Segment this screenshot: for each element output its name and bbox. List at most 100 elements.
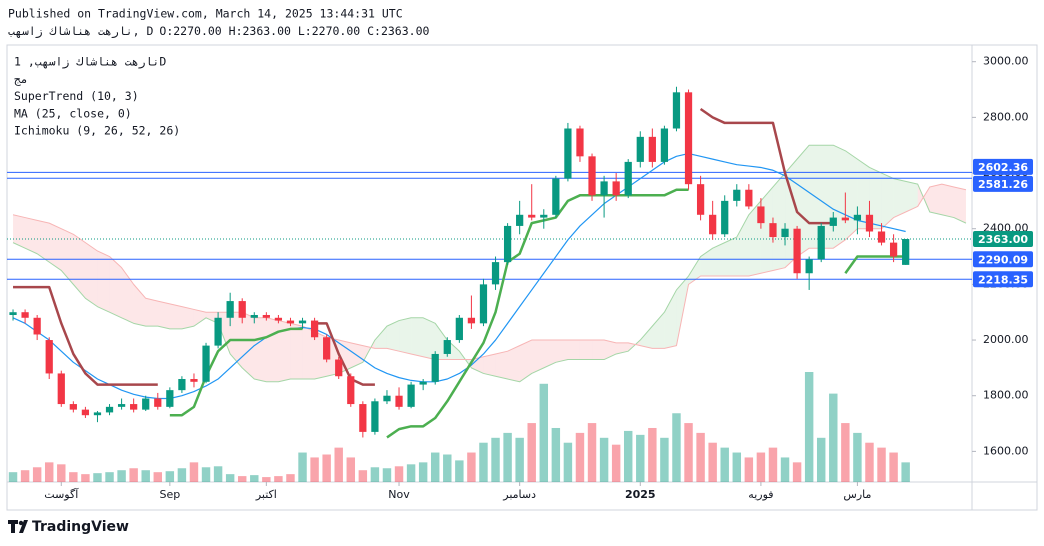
brand-name: TradingView [32,519,129,535]
y-tick-label: 1600.00 [983,444,1029,457]
cloud-fill [616,342,629,354]
supertrend-line [169,327,303,417]
candle-body [745,189,753,207]
volume-bar [780,457,790,482]
candle-body [407,384,415,407]
volume-bar [467,452,476,482]
candle-body [105,406,114,413]
volume-bar [406,464,416,482]
volume-bar [165,471,175,482]
x-tick-label: Nov [388,488,410,501]
candle-body [431,353,439,382]
cloud-fill [483,353,496,377]
volume-bar [623,430,633,482]
candle-body [323,337,331,360]
volume-bar [201,467,211,482]
cloud-fill [423,317,436,360]
legend-entry: MA (25, close, 0) [14,106,132,120]
volume-bar [310,457,319,482]
y-tick-label: 2800.00 [983,110,1029,123]
volume-bar [177,468,187,482]
volume-bar [804,372,814,482]
volume-bar [394,466,404,482]
candle-body [684,92,693,185]
supertrend-line [386,188,689,439]
volume-bar [153,472,163,482]
volume-bar [455,460,464,482]
cloud-fill [953,186,966,224]
candle-body [57,373,65,405]
cloud-fill [579,340,593,360]
candle-body [721,200,729,235]
candle-body [672,92,681,129]
candle-body [733,189,741,201]
candle-body [564,128,572,179]
volume-bar [768,447,778,482]
volume-bar [611,444,621,482]
volume-bar [901,462,910,482]
candle-body [178,379,186,391]
volume-bar [382,468,392,482]
volume-bar [274,476,283,482]
cloud-fill [833,145,846,249]
volume-bar [636,434,645,482]
cloud-fill [845,150,858,240]
candle-body [491,262,500,285]
volume-bar [732,452,742,482]
cloud-fill [640,326,653,349]
volume-bar [69,472,78,482]
candle-body [467,317,476,324]
cloud-fill [495,351,508,380]
x-tick-label: مارس [843,488,871,501]
candle-body [612,181,620,196]
candle-body [81,409,90,416]
volume-bar [213,466,223,482]
level-label-box [973,175,1033,192]
candle-body [443,340,451,354]
ohlc: O:2270.00 H:2363.00 L:2270.00 C:2363.00 [159,24,429,38]
candle-body [262,314,270,318]
legend-entry: Ichimoku (9, 26, 52, 26) [14,124,180,138]
x-tick-label: اکتبر [255,488,277,501]
candle-layer [9,86,910,438]
candle-body [359,404,367,432]
candle-body [624,161,632,196]
cloud-fill [700,248,713,277]
cloud-fill [290,323,303,380]
candle-body [238,301,246,318]
ma-line [12,152,906,400]
volume-bar [117,470,126,482]
volume-bar [672,413,681,482]
volume-bar [250,475,259,482]
volume-bar [575,432,585,482]
volume-bar [563,442,573,482]
level-label: 2218.35 [978,273,1028,286]
candle-body [298,320,307,324]
volume-bar [81,474,90,482]
level-label-box [973,271,1033,288]
cloud-fill [49,223,62,271]
candle-body [419,381,427,385]
volume-bar [539,383,549,482]
candle-body [202,345,210,382]
candle-body [660,128,669,162]
candle-body [793,228,801,274]
cloud-fill [109,256,122,318]
supertrend-line [13,285,158,386]
candle-body [142,398,150,410]
cloud-fill [254,317,267,382]
candle-body [757,206,765,224]
volume-bar [889,452,898,482]
level-label-box [973,158,1033,175]
cloud-fill [724,237,737,277]
candle-body [841,217,849,221]
candle-body [805,259,813,274]
cloud-fill [881,173,894,229]
x-tick-label: Sep [159,488,180,501]
candle-body [250,314,258,318]
cloud-fill [736,214,749,277]
cloud-fill [133,284,146,327]
published-line: Published on TradingView.com, March 14, … [8,7,403,21]
candle-body [21,312,29,318]
